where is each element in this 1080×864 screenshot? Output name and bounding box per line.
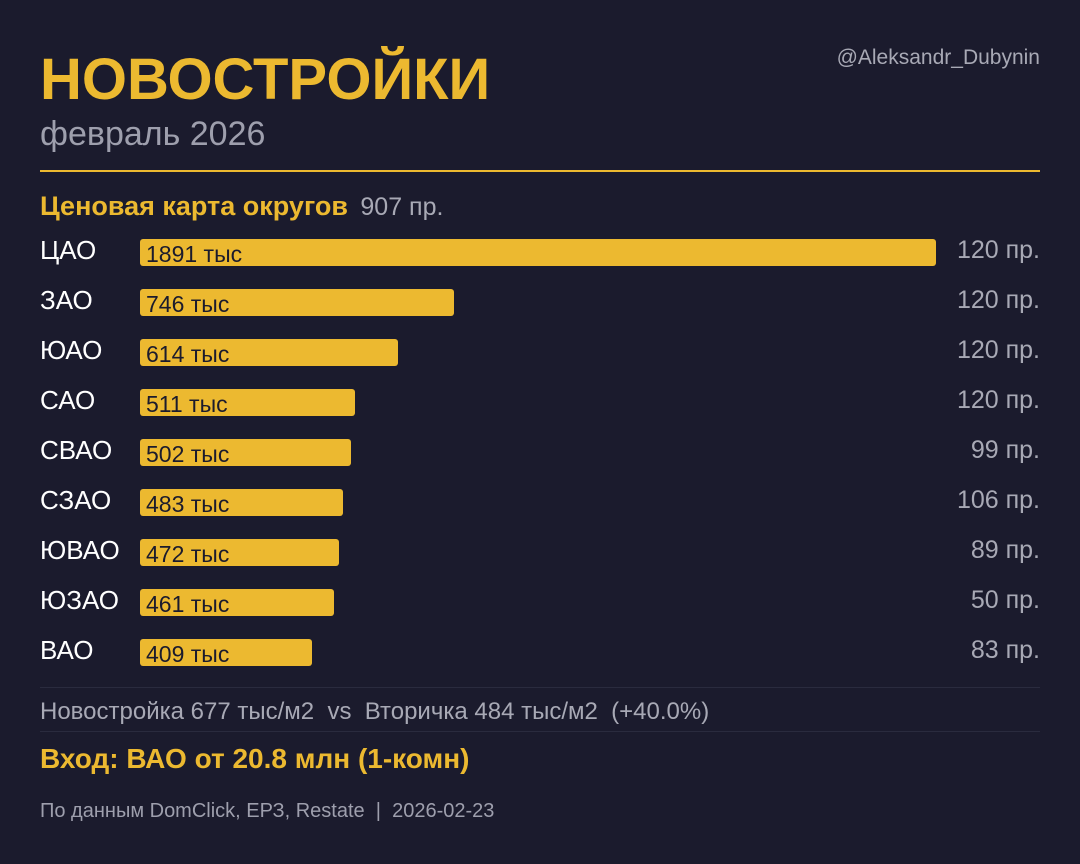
row-count-label: 89 пр. <box>970 536 1040 564</box>
bar-value-label: 1891 тыс <box>146 241 243 266</box>
header-divider <box>40 170 1040 172</box>
chart-row: ВАО 409 тыс 83 пр. <box>40 635 1040 685</box>
row-count-label: 120 пр. <box>956 386 1040 414</box>
row-count-label: 120 пр. <box>956 236 1040 264</box>
chart-row: САО 511 тыс 120 пр. <box>40 385 1040 435</box>
bar-value-label: 502 тыс <box>146 441 230 466</box>
bar: 1891 тыс <box>140 239 936 266</box>
bar-value-label: 746 тыс <box>146 291 230 316</box>
category-label: ЮЗАО <box>40 585 119 615</box>
category-label: САО <box>40 385 96 415</box>
chart-row: СВАО 502 тыс 99 пр. <box>40 435 1040 485</box>
section-title: Ценовая карта округов <box>40 191 348 221</box>
bar-value-label: 461 тыс <box>146 591 230 616</box>
price-comparison: Новостройка 677 тыс/м2 vs Вторичка 484 т… <box>40 698 710 725</box>
bar-value-label: 409 тыс <box>146 641 230 666</box>
category-label: ЗАО <box>40 285 93 315</box>
entry-price: Вход: ВАО от 20.8 млн (1-комн) <box>40 743 470 774</box>
category-label: ЮАО <box>40 335 103 365</box>
row-count-label: 106 пр. <box>956 486 1040 514</box>
bar: 409 тыс <box>140 639 312 666</box>
bar: 461 тыс <box>140 589 334 616</box>
district-price-chart: ЦАО 1891 тыс 120 пр. ЗАО 746 тыс 120 пр. ЮАО 61… <box>40 235 1040 685</box>
bar: 502 тыс <box>140 439 351 466</box>
source-footer: По данным DomClick, ЕРЗ, Restate | 2026-… <box>40 800 495 822</box>
section-header: Ценовая карта округов 907 пр. <box>40 190 443 227</box>
chart-bottom-divider <box>40 687 1040 688</box>
chart-row: ЮВАО 472 тыс 89 пр. <box>40 535 1040 585</box>
bar-value-label: 511 тыс <box>146 391 228 416</box>
author-handle: @Aleksandr_Dubynin <box>836 46 1040 69</box>
category-label: ВАО <box>40 635 94 665</box>
row-count-label: 99 пр. <box>970 436 1040 464</box>
bar-value-label: 614 тыс <box>146 341 230 366</box>
row-count-label: 120 пр. <box>956 286 1040 314</box>
page-subtitle: февраль 2026 <box>40 115 266 153</box>
row-count-label: 50 пр. <box>970 586 1040 614</box>
chart-row: СЗАО 483 тыс 106 пр. <box>40 485 1040 535</box>
category-label: ЮВАО <box>40 535 120 565</box>
row-count-label: 83 пр. <box>970 636 1040 664</box>
chart-row: ЮЗАО 461 тыс 50 пр. <box>40 585 1040 635</box>
bar: 483 тыс <box>140 489 343 516</box>
chart-row: ЮАО 614 тыс 120 пр. <box>40 335 1040 385</box>
bar-value-label: 483 тыс <box>146 491 230 516</box>
chart-row: ЦАО 1891 тыс 120 пр. <box>40 235 1040 285</box>
bar: 614 тыс <box>140 339 398 366</box>
bar-value-label: 472 тыс <box>146 541 230 566</box>
row-count-label: 120 пр. <box>956 336 1040 364</box>
bar: 746 тыс <box>140 289 454 316</box>
comparison-divider <box>40 731 1040 732</box>
category-label: ЦАО <box>40 235 97 265</box>
chart-row: ЗАО 746 тыс 120 пр. <box>40 285 1040 335</box>
category-label: СВАО <box>40 435 113 465</box>
page-title: НОВОСТРОЙКИ <box>40 47 491 112</box>
section-total-count: 907 пр. <box>360 193 444 221</box>
bar: 511 тыс <box>140 389 355 416</box>
bar: 472 тыс <box>140 539 339 566</box>
category-label: СЗАО <box>40 485 112 515</box>
